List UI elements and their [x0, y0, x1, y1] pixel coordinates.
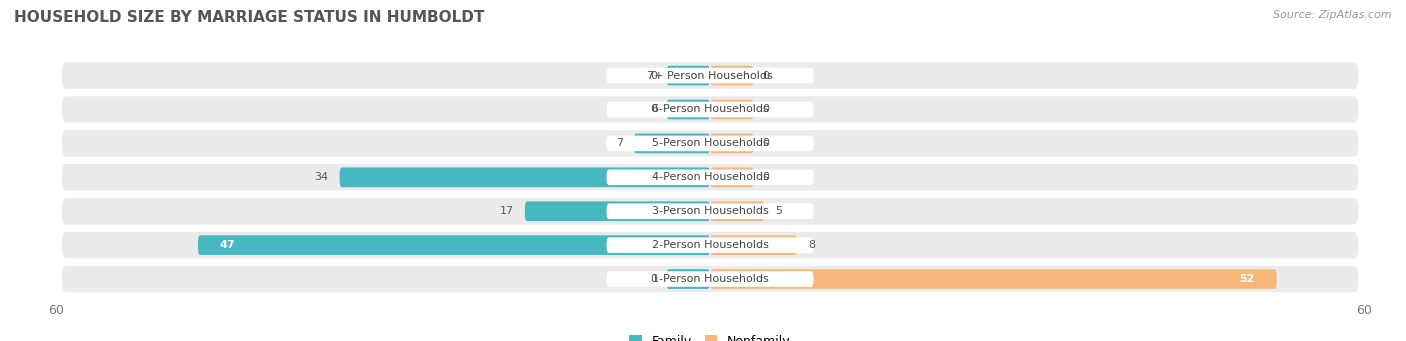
FancyBboxPatch shape — [62, 232, 1358, 258]
FancyBboxPatch shape — [62, 96, 1358, 123]
FancyBboxPatch shape — [62, 130, 1358, 157]
Text: 6-Person Households: 6-Person Households — [651, 104, 769, 115]
Text: 17: 17 — [499, 206, 515, 216]
Text: 52: 52 — [1240, 274, 1256, 284]
FancyBboxPatch shape — [606, 237, 814, 253]
Text: 0: 0 — [651, 71, 658, 80]
Text: 4-Person Households: 4-Person Households — [651, 172, 769, 182]
Text: 0: 0 — [762, 71, 769, 80]
Text: 5: 5 — [776, 206, 782, 216]
FancyBboxPatch shape — [524, 202, 710, 221]
Text: 2-Person Households: 2-Person Households — [651, 240, 769, 250]
FancyBboxPatch shape — [62, 198, 1358, 224]
FancyBboxPatch shape — [634, 134, 710, 153]
FancyBboxPatch shape — [340, 167, 710, 187]
FancyBboxPatch shape — [666, 66, 710, 85]
FancyBboxPatch shape — [710, 269, 1277, 289]
Text: 0: 0 — [762, 138, 769, 148]
FancyBboxPatch shape — [666, 100, 710, 119]
FancyBboxPatch shape — [198, 235, 710, 255]
Text: 34: 34 — [315, 172, 329, 182]
FancyBboxPatch shape — [62, 62, 1358, 89]
FancyBboxPatch shape — [606, 102, 814, 117]
Text: Source: ZipAtlas.com: Source: ZipAtlas.com — [1274, 10, 1392, 20]
FancyBboxPatch shape — [62, 266, 1358, 292]
FancyBboxPatch shape — [710, 202, 765, 221]
Text: 7+ Person Households: 7+ Person Households — [647, 71, 773, 80]
FancyBboxPatch shape — [606, 169, 814, 185]
FancyBboxPatch shape — [606, 271, 814, 287]
FancyBboxPatch shape — [710, 66, 754, 85]
Legend: Family, Nonfamily: Family, Nonfamily — [630, 335, 790, 341]
Text: 3-Person Households: 3-Person Households — [651, 206, 769, 216]
FancyBboxPatch shape — [606, 68, 814, 84]
Text: 7: 7 — [616, 138, 623, 148]
Text: 0: 0 — [762, 172, 769, 182]
Text: 8: 8 — [808, 240, 815, 250]
FancyBboxPatch shape — [710, 235, 797, 255]
Text: 0: 0 — [651, 104, 658, 115]
Text: 0: 0 — [651, 274, 658, 284]
FancyBboxPatch shape — [710, 134, 754, 153]
FancyBboxPatch shape — [62, 164, 1358, 191]
Text: 47: 47 — [219, 240, 235, 250]
Text: 0: 0 — [762, 104, 769, 115]
FancyBboxPatch shape — [710, 167, 754, 187]
Text: 5-Person Households: 5-Person Households — [651, 138, 769, 148]
Text: HOUSEHOLD SIZE BY MARRIAGE STATUS IN HUMBOLDT: HOUSEHOLD SIZE BY MARRIAGE STATUS IN HUM… — [14, 10, 485, 25]
Text: 1-Person Households: 1-Person Households — [651, 274, 769, 284]
FancyBboxPatch shape — [666, 269, 710, 289]
FancyBboxPatch shape — [710, 100, 754, 119]
FancyBboxPatch shape — [606, 204, 814, 219]
FancyBboxPatch shape — [606, 136, 814, 151]
